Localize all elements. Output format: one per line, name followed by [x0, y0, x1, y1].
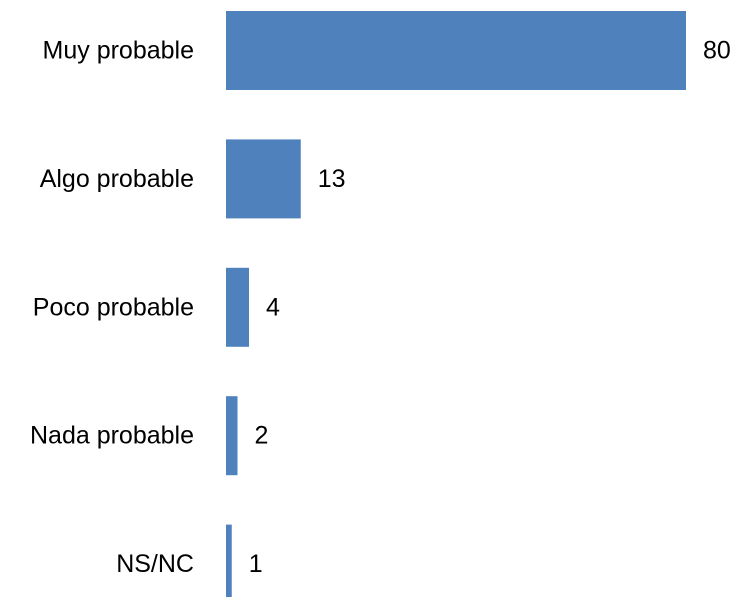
value-label-1: 13: [318, 165, 346, 193]
category-label-4: NS/NC: [116, 550, 194, 578]
bar-4: [226, 524, 232, 597]
value-label-0: 80: [703, 37, 731, 65]
category-label-3: Nada probable: [30, 422, 194, 450]
category-label-2: Poco probable: [33, 293, 194, 321]
bar-1: [226, 139, 301, 219]
category-labels-layer: Muy probable Algo probable Poco probable Na…: [30, 37, 194, 579]
bar-0: [226, 11, 686, 90]
category-label-1: Algo probable: [40, 165, 194, 193]
value-label-3: 2: [255, 422, 269, 450]
category-label-0: Muy probable: [43, 37, 194, 65]
bar-3: [226, 396, 238, 476]
value-label-4: 1: [249, 550, 263, 578]
bar-2: [226, 267, 249, 347]
value-label-2: 4: [266, 293, 280, 321]
value-labels-layer: 80 13 4 2 1: [249, 37, 731, 579]
bars-layer: [226, 11, 686, 597]
